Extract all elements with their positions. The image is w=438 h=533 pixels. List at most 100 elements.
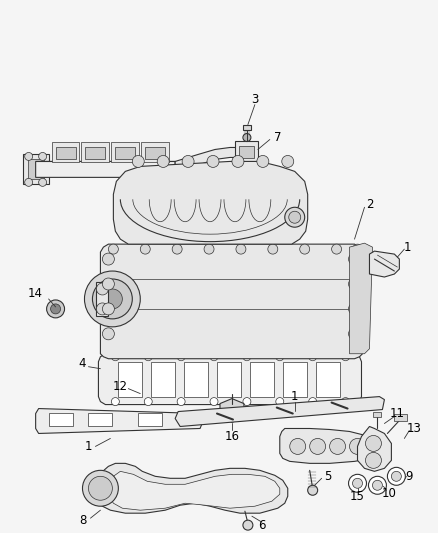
- Polygon shape: [243, 125, 251, 130]
- Polygon shape: [220, 399, 244, 423]
- Polygon shape: [95, 463, 288, 513]
- Circle shape: [210, 353, 218, 361]
- Circle shape: [96, 303, 108, 315]
- Circle shape: [349, 328, 360, 340]
- Circle shape: [243, 353, 251, 361]
- Circle shape: [88, 477, 113, 500]
- Circle shape: [132, 156, 144, 167]
- Polygon shape: [28, 159, 44, 180]
- Circle shape: [353, 478, 363, 488]
- Circle shape: [353, 244, 363, 254]
- Polygon shape: [115, 148, 135, 159]
- Text: 7: 7: [274, 131, 282, 144]
- Circle shape: [140, 244, 150, 254]
- Polygon shape: [99, 354, 361, 405]
- Circle shape: [82, 470, 118, 506]
- Polygon shape: [138, 413, 162, 426]
- Circle shape: [102, 303, 114, 315]
- Text: 1: 1: [291, 390, 298, 403]
- Circle shape: [342, 398, 350, 406]
- Circle shape: [309, 353, 317, 361]
- Circle shape: [243, 398, 251, 406]
- Circle shape: [172, 244, 182, 254]
- Circle shape: [349, 278, 360, 290]
- Text: 1: 1: [85, 440, 92, 453]
- Circle shape: [25, 152, 33, 160]
- Circle shape: [96, 283, 108, 295]
- Circle shape: [144, 398, 152, 406]
- Polygon shape: [145, 148, 165, 159]
- Polygon shape: [280, 429, 379, 463]
- Circle shape: [300, 244, 310, 254]
- Circle shape: [330, 439, 346, 455]
- Circle shape: [177, 398, 185, 406]
- Polygon shape: [235, 141, 258, 163]
- Text: 8: 8: [79, 514, 86, 527]
- Polygon shape: [175, 148, 245, 172]
- Polygon shape: [250, 362, 274, 397]
- Circle shape: [92, 279, 132, 319]
- Circle shape: [268, 244, 278, 254]
- Circle shape: [276, 398, 284, 406]
- Text: 2: 2: [366, 198, 373, 211]
- Text: 16: 16: [224, 430, 240, 443]
- Polygon shape: [370, 251, 399, 277]
- Polygon shape: [108, 471, 280, 510]
- Circle shape: [102, 328, 114, 340]
- Polygon shape: [35, 161, 175, 177]
- Circle shape: [177, 353, 185, 361]
- Circle shape: [290, 439, 306, 455]
- Circle shape: [243, 520, 253, 530]
- Circle shape: [102, 278, 114, 290]
- Circle shape: [365, 453, 381, 469]
- Circle shape: [243, 134, 251, 141]
- Polygon shape: [118, 362, 142, 397]
- Ellipse shape: [270, 406, 300, 416]
- Circle shape: [39, 152, 46, 160]
- Polygon shape: [184, 362, 208, 397]
- Text: 13: 13: [407, 422, 422, 435]
- Polygon shape: [217, 362, 241, 397]
- Circle shape: [332, 244, 342, 254]
- Text: 14: 14: [28, 287, 43, 301]
- Text: 15: 15: [350, 490, 365, 503]
- Circle shape: [310, 439, 325, 455]
- Text: 3: 3: [251, 93, 258, 106]
- Text: 10: 10: [382, 487, 397, 500]
- Circle shape: [207, 156, 219, 167]
- Circle shape: [108, 244, 118, 254]
- Circle shape: [236, 244, 246, 254]
- Polygon shape: [85, 148, 106, 159]
- Circle shape: [307, 485, 318, 495]
- Circle shape: [102, 289, 122, 309]
- Polygon shape: [23, 155, 49, 184]
- Text: 1: 1: [403, 240, 411, 254]
- Circle shape: [372, 480, 382, 490]
- Circle shape: [392, 471, 401, 481]
- Circle shape: [46, 300, 64, 318]
- Polygon shape: [81, 142, 110, 163]
- Circle shape: [111, 398, 119, 406]
- Circle shape: [285, 207, 305, 227]
- Polygon shape: [113, 161, 307, 244]
- Circle shape: [276, 353, 284, 361]
- Circle shape: [365, 435, 381, 451]
- Ellipse shape: [210, 411, 240, 422]
- Polygon shape: [357, 426, 392, 471]
- Polygon shape: [394, 414, 407, 421]
- Ellipse shape: [325, 401, 354, 410]
- Polygon shape: [49, 413, 73, 426]
- Text: 5: 5: [324, 470, 331, 483]
- Text: 6: 6: [258, 519, 265, 531]
- Circle shape: [102, 253, 114, 265]
- Circle shape: [51, 304, 60, 314]
- Polygon shape: [175, 397, 385, 426]
- Circle shape: [309, 398, 317, 406]
- Polygon shape: [100, 244, 363, 359]
- Polygon shape: [52, 142, 79, 163]
- Circle shape: [257, 156, 269, 167]
- Polygon shape: [96, 282, 108, 316]
- Circle shape: [282, 156, 294, 167]
- Circle shape: [368, 477, 386, 494]
- Circle shape: [349, 303, 360, 315]
